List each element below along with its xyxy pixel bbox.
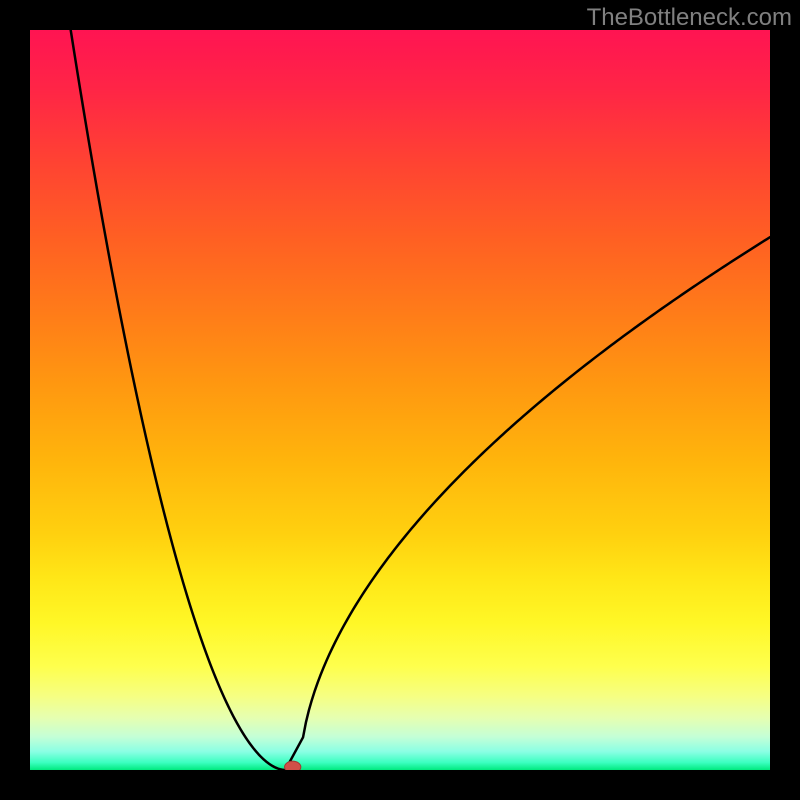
chart-svg [30,30,770,770]
gradient-background [30,30,770,770]
plot-area [30,30,770,770]
optimum-marker [285,761,301,770]
watermark-text: TheBottleneck.com [587,4,792,32]
